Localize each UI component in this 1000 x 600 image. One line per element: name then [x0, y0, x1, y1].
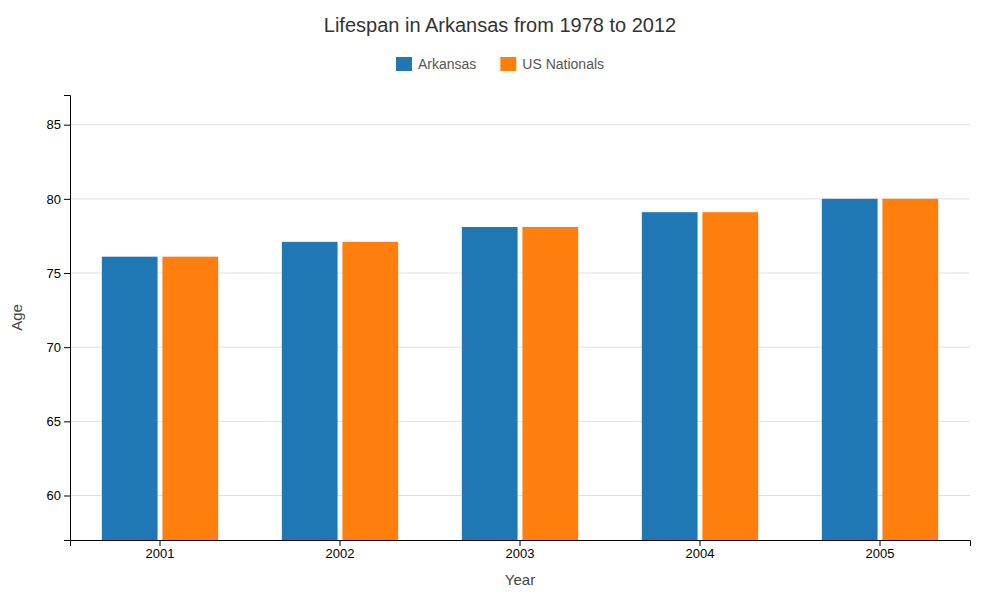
- legend: Arkansas US Nationals: [396, 56, 604, 72]
- tick-mark: [340, 540, 341, 546]
- legend-label: Arkansas: [418, 56, 476, 72]
- tick-mark: [700, 540, 701, 546]
- y-axis: 60 65 70 75 80 85: [47, 96, 71, 541]
- tick: 2003: [506, 540, 535, 561]
- x-axis-title: Year: [505, 571, 535, 588]
- x-axis: 2001 2002 2003 2004 2005: [71, 540, 971, 561]
- series: [162, 199, 938, 540]
- axis-line: [64, 96, 71, 541]
- tick: 85: [47, 117, 70, 132]
- tick-label: 75: [47, 266, 61, 281]
- tick-label: 85: [47, 117, 61, 132]
- chart: Lifespan in Arkansas from 1978 to 2012 20…: [0, 0, 1000, 600]
- tick-mark: [64, 273, 70, 274]
- bar: [882, 199, 938, 540]
- tick-mark: [520, 540, 521, 546]
- bar: [102, 257, 158, 540]
- tick: 80: [47, 191, 70, 206]
- tick-label: 80: [47, 191, 61, 206]
- tick-mark: [64, 421, 70, 422]
- tick-label: 65: [47, 414, 61, 429]
- tick-mark: [64, 347, 70, 348]
- bar: [342, 242, 398, 540]
- y-axis-title: Age: [8, 304, 25, 331]
- tick-label: 70: [47, 340, 61, 355]
- tick-mark: [64, 496, 70, 497]
- tick: 2001: [146, 540, 175, 561]
- legend-item: US Nationals: [500, 56, 604, 72]
- title: Lifespan in Arkansas from 1978 to 2012: [324, 14, 676, 36]
- bar: [462, 227, 518, 540]
- tick-label: 2004: [686, 546, 715, 561]
- tick: 2005: [866, 540, 895, 561]
- tick: 2002: [326, 540, 355, 561]
- bar: [702, 212, 758, 540]
- legend-item: Arkansas: [396, 56, 476, 72]
- tick-mark: [880, 540, 881, 546]
- legend-swatch: [396, 57, 412, 71]
- tick-mark: [64, 125, 70, 126]
- tick-label: 2002: [326, 546, 355, 561]
- tick: 60: [47, 488, 70, 503]
- axis-line: [71, 541, 971, 547]
- tick: 65: [47, 414, 70, 429]
- tick-label: 60: [47, 488, 61, 503]
- bars: [102, 199, 938, 540]
- tick-label: 2003: [506, 546, 535, 561]
- tick-mark: [160, 540, 161, 546]
- tick-label: 2001: [146, 546, 175, 561]
- bar: [162, 257, 218, 540]
- grid-line: [70, 124, 970, 125]
- bar: [282, 242, 338, 540]
- tick-mark: [64, 199, 70, 200]
- tick: 70: [47, 340, 70, 355]
- plot: 2001 2002 2003 2004 2005 60 65 70 75 80 85: [47, 96, 971, 562]
- legend-label: US Nationals: [522, 56, 604, 72]
- tick-label: 2005: [866, 546, 895, 561]
- bar: [822, 199, 878, 540]
- bar: [642, 212, 698, 540]
- bar: [522, 227, 578, 540]
- tick: 75: [47, 266, 70, 281]
- series: [102, 199, 878, 540]
- tick: 2004: [686, 540, 715, 561]
- legend-swatch: [500, 57, 516, 71]
